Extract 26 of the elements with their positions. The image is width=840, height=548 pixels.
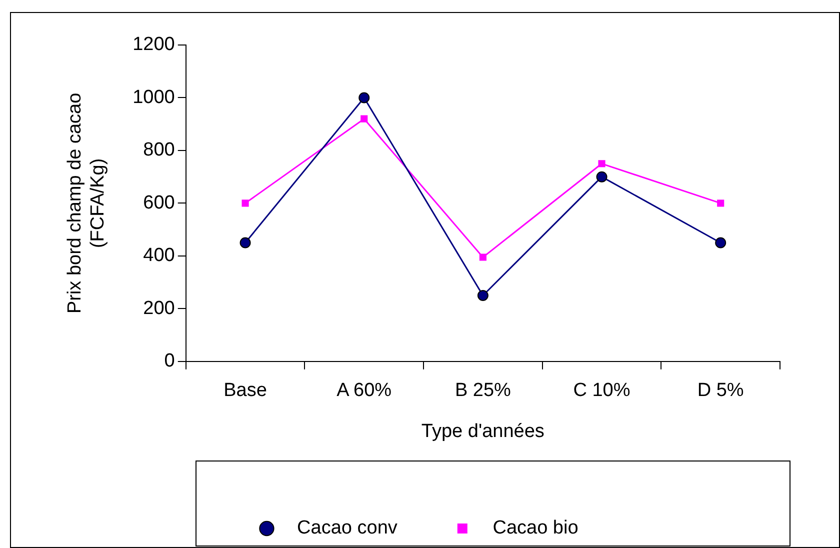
point <box>477 290 488 301</box>
x-tick-label: A 60% <box>336 380 392 402</box>
legend-label: Cacao bio <box>476 518 578 539</box>
y-tick-label: 1000 <box>132 86 175 108</box>
x-tick-label: B 25% <box>454 380 512 402</box>
x-axis-title: Type d'années <box>421 420 544 442</box>
legend-label: Cacao conv <box>281 518 398 539</box>
y-tick-label: 400 <box>143 245 175 266</box>
point <box>715 237 726 248</box>
point <box>358 92 370 104</box>
point <box>360 115 368 122</box>
point <box>240 237 251 248</box>
point <box>242 200 249 207</box>
x-tick-label: C 10% <box>573 380 630 402</box>
point <box>596 171 608 182</box>
y-tick-label: 0 <box>164 350 175 372</box>
point <box>598 160 606 168</box>
x-tick-label: D 5% <box>697 380 744 402</box>
y-tick-label: 1200 <box>132 34 175 56</box>
y-axis-title: Prix bord champ de cacao (FCFA/Kg) <box>64 92 108 314</box>
point <box>479 254 486 261</box>
y-tick-label: 200 <box>143 298 175 319</box>
y-tick-label: 800 <box>143 140 175 161</box>
x-tick-label: Base <box>224 380 267 402</box>
point <box>717 200 724 207</box>
y-tick-label: 600 <box>143 192 175 214</box>
